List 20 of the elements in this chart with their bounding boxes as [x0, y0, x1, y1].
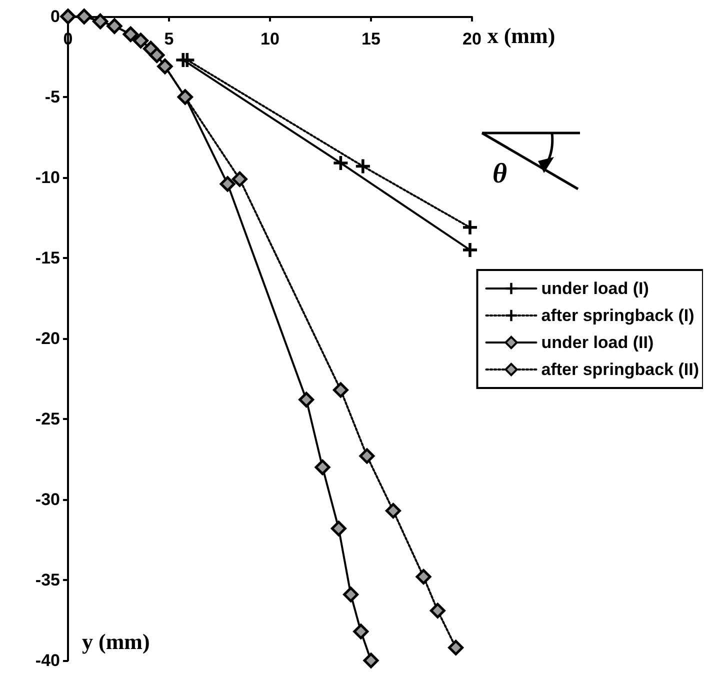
y-axis-title: y (mm) — [82, 629, 150, 654]
x-tick-label: 10 — [260, 30, 280, 48]
x-tick-label: 15 — [362, 30, 380, 48]
y-tick-label: -5 — [44, 88, 60, 106]
legend-label: under load (II) — [541, 333, 654, 352]
y-tick-label: -15 — [35, 248, 60, 268]
y-tick-label: -35 — [35, 570, 60, 590]
y-tick-label: -10 — [35, 168, 60, 187]
x-tick-label: 20 — [462, 30, 482, 48]
legend-label: under load (I) — [541, 279, 649, 298]
y-tick-label: -30 — [35, 490, 60, 509]
text: θ — [492, 158, 508, 190]
y-tick-label: -40 — [35, 651, 60, 670]
legend-label: after springback (I) — [541, 306, 694, 325]
y-tick-label: 0 — [50, 7, 60, 26]
y-tick-label: -25 — [35, 410, 60, 428]
x-tick-label: 5 — [164, 30, 174, 48]
y-tick-label: -20 — [35, 329, 60, 348]
x-axis-title: x (mm) — [487, 23, 556, 48]
legend-label: after springback (II) — [541, 360, 700, 379]
